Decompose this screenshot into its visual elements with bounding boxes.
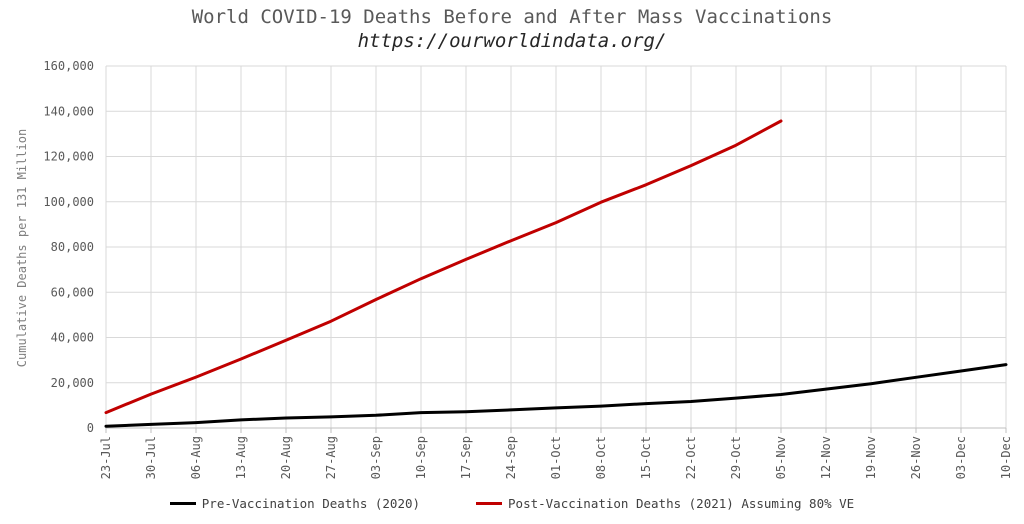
x-tick-label: 12-Nov	[819, 436, 833, 479]
y-tick-label: 60,000	[51, 285, 94, 299]
x-axis: 23-Jul 30-Jul 06-Aug 13-Aug 20-Aug 27-Aug 03-S…	[99, 427, 1013, 479]
chart-subtitle: https://ourworldindata.org/	[357, 30, 667, 52]
legend-item-pre-vaccination: Pre-Vaccination Deaths (2020)	[169, 496, 421, 511]
x-tick-label: 26-Nov	[909, 436, 923, 479]
x-tick-label: 06-Aug	[189, 436, 203, 479]
x-tick-label: 27-Aug	[324, 436, 338, 479]
x-tick-label: 23-Jul	[99, 436, 113, 479]
x-tick-label: 10-Dec	[999, 436, 1013, 479]
x-tick-label: 01-Oct	[549, 436, 563, 479]
x-tick-label: 30-Jul	[144, 436, 158, 479]
x-tick-label: 15-Oct	[639, 436, 653, 479]
y-tick-label: 20,000	[51, 376, 94, 390]
legend-swatch-red	[476, 502, 503, 505]
chart-title: World COVID-19 Deaths Before and After M…	[191, 6, 833, 28]
legend: Pre-Vaccination Deaths (2020) Post-Vacci…	[0, 496, 1024, 511]
series-line-1	[104, 119, 783, 415]
y-axis: 0 20,000 40,000 60,000 80,000 100,000 120,000 1…	[43, 59, 94, 435]
legend-label: Post-Vaccination Deaths (2021) Assuming …	[508, 496, 855, 511]
x-tick-label: 29-Oct	[729, 436, 743, 479]
series-line-0	[104, 363, 1008, 428]
y-tick-label: 40,000	[51, 331, 94, 345]
x-tick-label: 22-Oct	[684, 436, 698, 479]
y-tick-label: 160,000	[43, 59, 94, 73]
x-tick-label: 08-Oct	[594, 436, 608, 479]
x-tick-label: 17-Sep	[459, 436, 473, 479]
x-tick-label: 03-Sep	[369, 436, 383, 479]
y-tick-label: 100,000	[43, 195, 94, 209]
legend-label: Pre-Vaccination Deaths (2020)	[201, 496, 421, 511]
x-tick-label: 13-Aug	[234, 436, 248, 479]
gridlines	[105, 65, 1007, 429]
x-tick-label: 05-Nov	[774, 436, 788, 479]
y-tick-label: 80,000	[51, 240, 94, 254]
y-tick-label: 0	[87, 421, 94, 435]
y-tick-label: 140,000	[43, 104, 94, 118]
y-tick-label: 120,000	[43, 150, 94, 164]
x-tick-label: 19-Nov	[864, 436, 878, 479]
x-tick-label: 03-Dec	[954, 436, 968, 479]
y-axis-label: Cumulative Deaths per 131 Million	[15, 129, 29, 367]
x-tick-label: 20-Aug	[279, 436, 293, 479]
line-chart: 0 20,000 40,000 60,000 80,000 100,000 120,000 1…	[15, 59, 1013, 479]
legend-swatch-black	[169, 502, 196, 505]
x-tick-label: 24-Sep	[504, 436, 518, 479]
legend-item-post-vaccination: Post-Vaccination Deaths (2021) Assuming …	[476, 496, 854, 511]
x-tick-label: 10-Sep	[414, 436, 428, 479]
series-lines	[104, 119, 1008, 428]
